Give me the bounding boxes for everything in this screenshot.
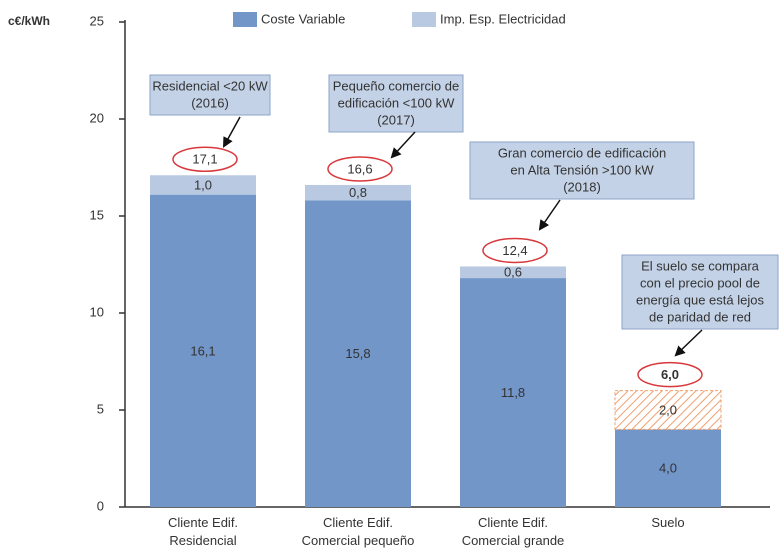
total-label: 16,6: [347, 161, 372, 176]
x-tick-label-line: Comercial grande: [462, 533, 565, 548]
callout-text: (2018): [563, 179, 601, 194]
x-tick-label: Cliente Edif. Residencial: [168, 515, 238, 548]
y-tick-label: 10: [90, 304, 104, 319]
bar-segment: [305, 200, 411, 508]
total-circle: [482, 237, 548, 264]
bar-value-label: 11,8: [501, 385, 525, 400]
bar-segment: [460, 266, 566, 279]
x-tick-label: Cliente Edif. Comercial pequeño: [302, 515, 415, 548]
y-tick-label: 15: [90, 207, 104, 222]
y-tick-label: 20: [90, 110, 104, 125]
bar-segment: [615, 429, 721, 507]
bar-segment: [150, 194, 256, 507]
bar-segment-hatched: [614, 390, 722, 430]
x-tick-label: Cliente Edif. Comercial grande: [462, 515, 565, 548]
callout-arrow: [538, 199, 561, 231]
x-tick-label-line: Cliente Edif.: [478, 515, 548, 530]
callout-text: Residencial <20 kW: [152, 78, 268, 93]
y-tick-label: 0: [97, 498, 104, 513]
legend-label: Coste Variable: [261, 11, 345, 26]
total-label: 17,1: [192, 152, 217, 167]
callout-text: en Alta Tensión >100 kW: [510, 162, 654, 177]
callout-text: energía que está lejos: [636, 292, 764, 307]
x-tick-label-line: Comercial pequeño: [302, 533, 415, 548]
callout-box: [149, 74, 271, 116]
callout-text: El suelo se compara: [641, 258, 760, 273]
callout-box: [621, 254, 779, 330]
x-tick-label-line: Cliente Edif.: [168, 515, 238, 530]
callout-text: (2017): [377, 112, 415, 127]
legend-swatch: [412, 12, 436, 27]
bar-segment: [460, 278, 566, 507]
total-label: 12,4: [502, 243, 527, 258]
callout-text: Gran comercio de edificación: [498, 145, 666, 160]
bar-value-label: 0,8: [349, 185, 367, 200]
callout-text: Pequeño comercio de: [333, 78, 459, 93]
bar-value-label: 16,1: [190, 343, 215, 358]
bar-segment: [150, 175, 256, 195]
callout-box: [469, 141, 695, 200]
callout-arrow: [390, 131, 416, 159]
bar-segment: [305, 184, 411, 201]
bar-value-label: 0,6: [504, 265, 522, 280]
legend-label: Imp. Esp. Electricidad: [440, 11, 566, 26]
bar-value-label: 2,0: [659, 402, 677, 417]
total-circle: [172, 146, 238, 173]
callout-arrow: [222, 116, 241, 148]
x-tick-label: Suelo: [651, 515, 684, 530]
callout-text: con el precio pool de: [640, 275, 760, 290]
total-circle: [327, 156, 393, 182]
bar-value-label: 1,0: [194, 177, 212, 192]
legend-swatch: [233, 12, 257, 27]
y-tick-label: 25: [90, 13, 104, 28]
y-axis-label: c€/kWh: [8, 14, 50, 28]
x-tick-label-line: Cliente Edif.: [323, 515, 393, 530]
bar-value-label: 4,0: [659, 461, 677, 476]
callout-box: [328, 74, 464, 133]
callout-text: (2016): [191, 95, 229, 110]
callout-text: de paridad de red: [649, 309, 751, 324]
bar-value-label: 15,8: [345, 346, 370, 361]
total-circle: [637, 361, 703, 388]
x-tick-label-line: Suelo: [651, 515, 684, 530]
callout-arrow: [674, 329, 703, 357]
total-label: 6,0: [661, 367, 679, 382]
callout-text: edificación <100 kW: [338, 95, 455, 110]
y-tick-label: 5: [97, 401, 104, 416]
x-tick-label-line: Residencial: [169, 533, 236, 548]
